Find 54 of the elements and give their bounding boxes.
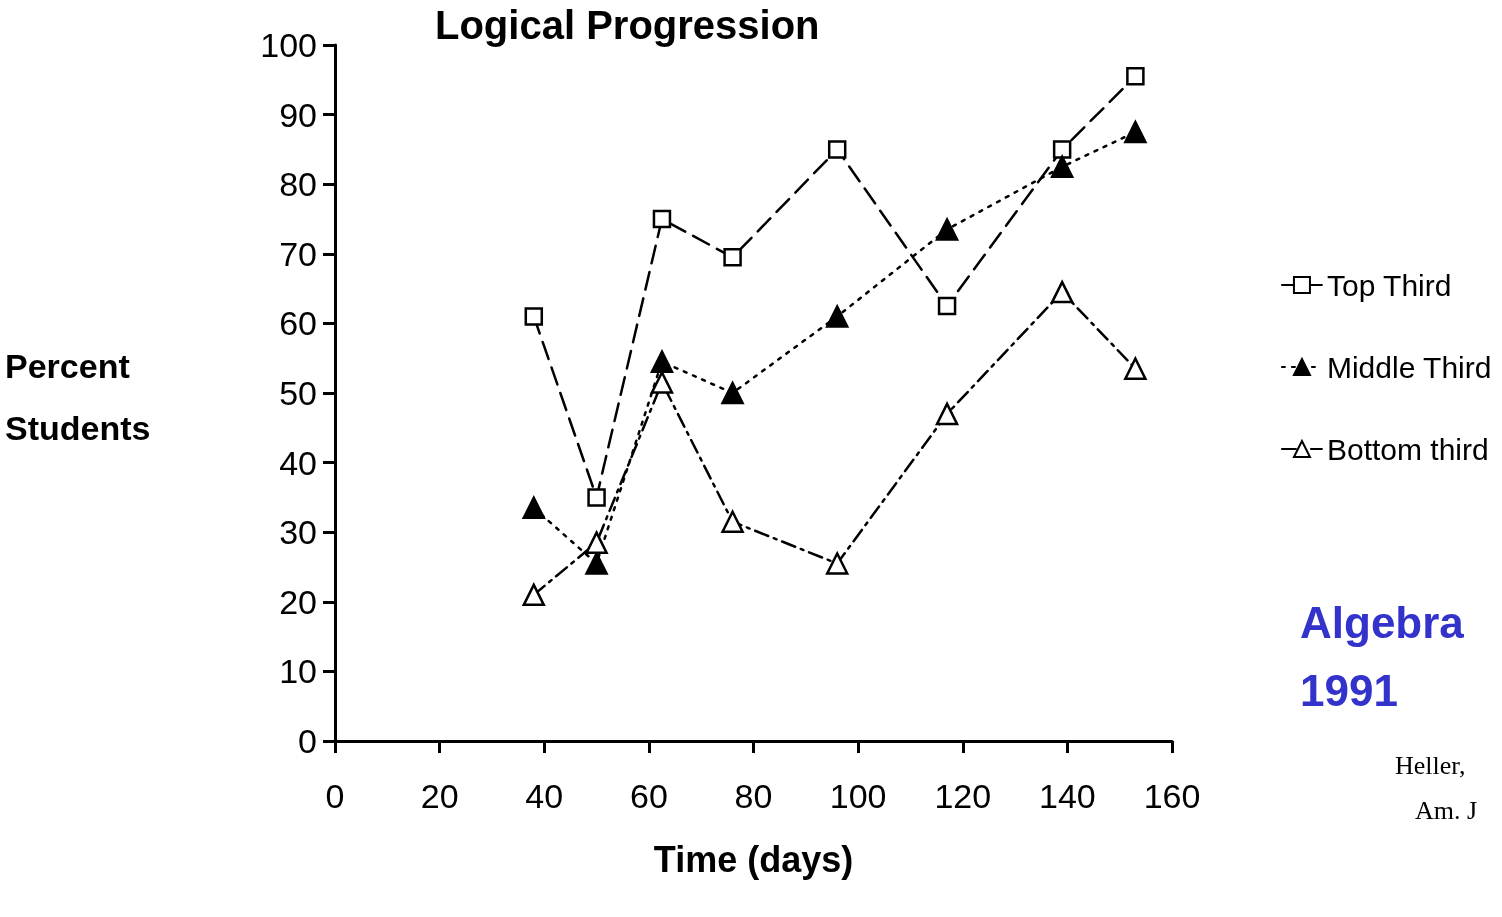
y-tick-label: 40	[279, 443, 317, 482]
chart-title: Logical Progression	[435, 3, 820, 47]
x-tick-label: 0	[325, 777, 345, 815]
point	[825, 552, 849, 575]
point	[585, 552, 608, 575]
text: Am. J	[1415, 795, 1478, 825]
point	[1052, 140, 1072, 159]
y-tick-label: 20	[279, 582, 317, 621]
point	[585, 531, 608, 554]
y-axis-title: Percent Students	[5, 347, 151, 447]
y-tick-label: 30	[279, 513, 317, 552]
point	[522, 583, 546, 607]
x-axis-title: Time (days)	[653, 838, 854, 880]
x-tick-label: 60	[629, 777, 668, 815]
point	[825, 305, 849, 328]
point	[723, 248, 742, 267]
point	[522, 496, 546, 520]
y-tick-label: 90	[279, 95, 317, 134]
x-tick-label: 160	[1143, 777, 1201, 815]
point	[935, 218, 959, 241]
point	[650, 350, 674, 373]
legend-label: Top Third	[1326, 268, 1452, 302]
y-tick-label: 80	[279, 165, 317, 204]
text: 1991	[1300, 665, 1398, 715]
y-tick-label: 60	[279, 304, 317, 343]
point	[1050, 155, 1074, 179]
point	[1050, 280, 1074, 304]
x-tick-label: 20	[420, 777, 459, 815]
point	[1124, 120, 1147, 144]
point	[1124, 357, 1147, 380]
point	[524, 307, 544, 326]
text: Heller,	[1395, 750, 1466, 780]
point	[650, 371, 674, 394]
point	[721, 510, 744, 534]
point	[587, 488, 606, 507]
point	[827, 140, 847, 159]
legend-label: Middle Third	[1326, 350, 1492, 384]
x-tick-label: 40	[525, 777, 564, 815]
x-tick-label: 120	[934, 777, 992, 815]
y-tick-label: 10	[279, 652, 317, 691]
y-tick-label: 0	[298, 722, 317, 760]
point	[652, 209, 672, 229]
point	[937, 296, 957, 316]
text: Algebra	[1300, 597, 1465, 647]
x-tick-label: 80	[734, 777, 773, 815]
point	[935, 402, 959, 426]
point	[721, 381, 744, 405]
y-tick-label: 100	[260, 26, 317, 64]
x-tick-label: 100	[829, 777, 887, 815]
y-tick-label: 50	[279, 374, 317, 412]
legend-label: Bottom third	[1326, 432, 1489, 466]
y-tick-label: 70	[279, 234, 317, 273]
x-tick-label: 140	[1039, 777, 1096, 815]
point	[1126, 67, 1145, 86]
